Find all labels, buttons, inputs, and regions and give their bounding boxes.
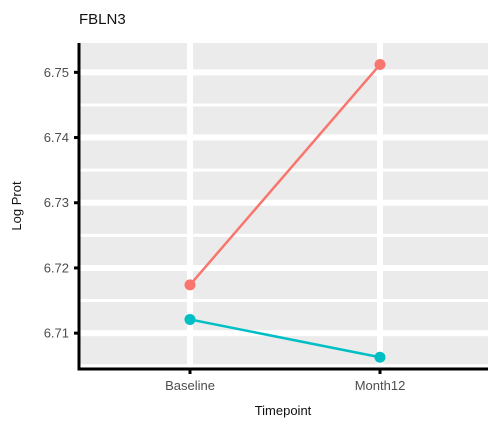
- y-tick-label: 6.71: [44, 326, 69, 341]
- x-tick-label: Baseline: [165, 378, 215, 393]
- x-ticks: Baseline Month12: [165, 369, 405, 393]
- data-point-1-2: [374, 59, 386, 71]
- y-axis-title: Log Prot: [9, 181, 24, 231]
- y-tick-label: 6.73: [44, 195, 69, 210]
- x-tick-label: Month12: [355, 378, 406, 393]
- y-tick-label: 6.75: [44, 65, 69, 80]
- data-point-2-2: [374, 351, 386, 363]
- series-line-1: [189, 63, 381, 286]
- grid-major: [79, 43, 488, 369]
- chart-title: FBLN3: [79, 11, 126, 28]
- y-tick-label: 6.72: [44, 260, 69, 275]
- grid-minor: [79, 103, 488, 368]
- data-point-1-1: [184, 279, 196, 291]
- y-tick-label: 6.74: [44, 130, 69, 145]
- series-line-2: [189, 318, 381, 359]
- plot-panel: [79, 43, 488, 369]
- series-layer: [184, 59, 386, 363]
- x-axis-title: Timepoint: [255, 403, 312, 418]
- data-point-2-1: [184, 313, 196, 325]
- y-ticks: 6.71 6.72 6.73 6.74 6.75: [44, 65, 79, 341]
